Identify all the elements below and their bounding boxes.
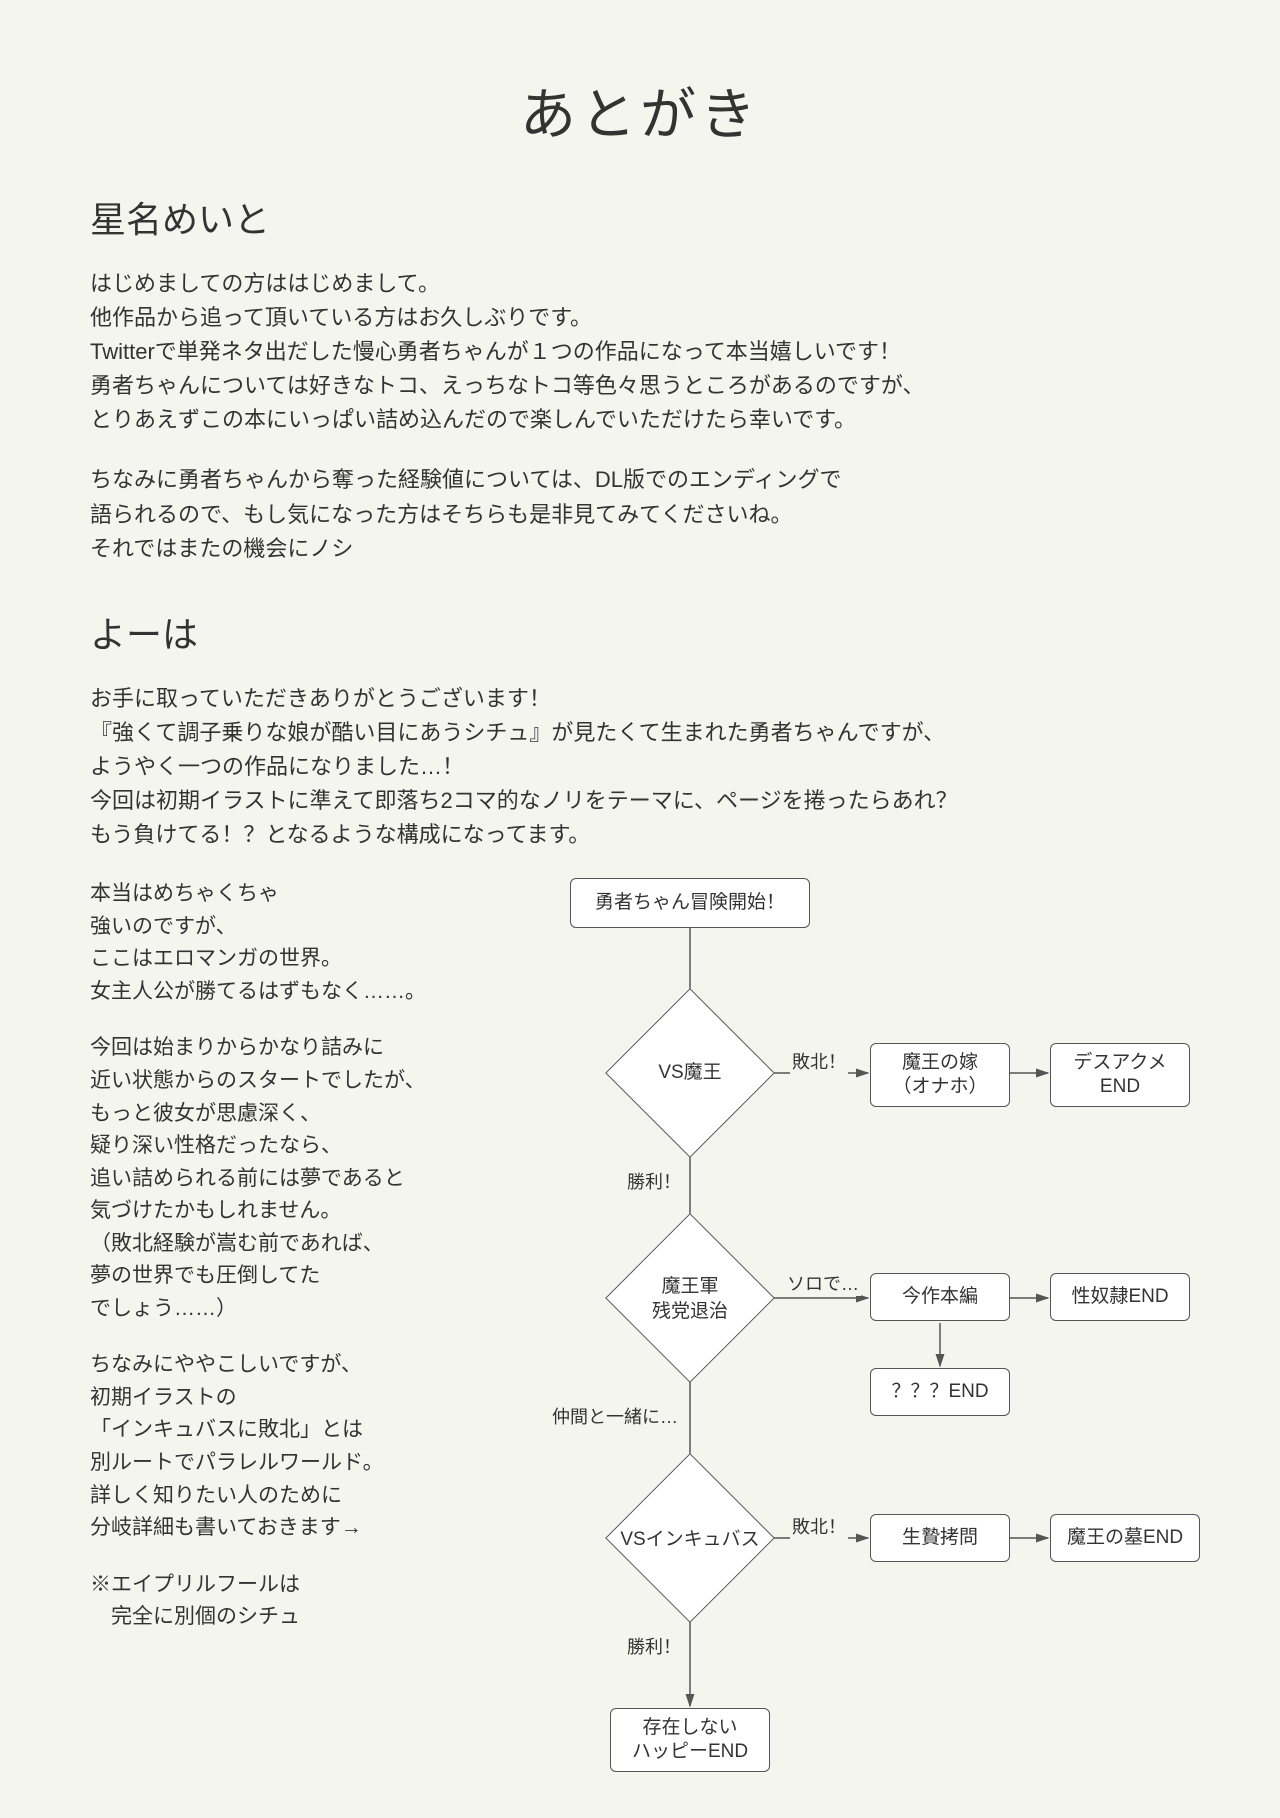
node-b1b: デスアクメEND [1050,1043,1190,1107]
left-p2: 今回は始まりからかなり詰みに近い状態からのスタートでしたが、もっと彼女が思慮深く… [90,1032,490,1325]
left-column: 本当はめちゃくちゃ強いのですが、ここはエロマンガの世界。女主人公が勝てるはずもな… [90,878,490,1818]
node-b2c: ？？？END [870,1368,1010,1416]
author1-section: 星名めいと はじめましての方ははじめまして。他作品から追って頂いている方はお久し… [0,191,1280,566]
node-b1a: 魔王の嫁（オナホ） [870,1043,1010,1107]
node-b3a: 生贄拷問 [870,1514,1010,1562]
edge-label-e3: ソロで… [785,1270,861,1296]
left-p3: ちなみにややこしいですが、初期イラストの「インキュバスに敗北」とは別ルートでパラ… [90,1349,490,1544]
edge-label-e5: 敗北！ [790,1513,848,1539]
content-row: 本当はめちゃくちゃ強いのですが、ここはエロマンガの世界。女主人公が勝てるはずもな… [90,878,1190,1818]
left-p1: 本当はめちゃくちゃ強いのですが、ここはエロマンガの世界。女主人公が勝てるはずもな… [90,878,490,1008]
author2-name: よーは [90,606,1190,658]
author2-p1: お手に取っていただきありがとうございます！『強くて調子乗りな娘が酷い目にあうシチ… [90,682,1190,852]
node-b2a: 今作本編 [870,1273,1010,1321]
edge-label-e4: 仲間と一緒に… [550,1403,680,1429]
flowchart: 勇者ちゃん冒険開始！ VS魔王 魔王の嫁（オナホ） デスアクメEND 魔王軍残党… [510,878,1190,1818]
node-d3-label: VSインキュバス [610,1528,770,1553]
left-p4: ※エイプリルフールは 完全に別個のシチュ [90,1569,490,1634]
page-title: あとがき [0,0,1280,151]
edge-label-e1: 敗北！ [790,1048,848,1074]
author1-name: 星名めいと [90,191,1190,243]
edge-label-e6: 勝利！ [625,1633,683,1659]
node-d1-label: VS魔王 [640,1061,740,1086]
author2-section: よーは お手に取っていただきありがとうございます！『強くて調子乗りな娘が酷い目に… [0,606,1280,1818]
author1-p1: はじめましての方ははじめまして。他作品から追って頂いている方はお久しぶりです。T… [90,267,1190,437]
edge-label-e2: 勝利！ [625,1168,683,1194]
node-d2-label: 魔王軍残党退治 [635,1275,745,1324]
flowchart-arrows [510,878,1190,1818]
node-b3b: 魔王の墓END [1050,1514,1200,1562]
author1-p2: ちなみに勇者ちゃんから奪った経験値については、DL版でのエンディングで語られるの… [90,463,1190,565]
node-start: 勇者ちゃん冒険開始！ [570,878,810,928]
node-b2b: 性奴隷END [1050,1273,1190,1321]
node-end: 存在しないハッピーEND [610,1708,770,1772]
